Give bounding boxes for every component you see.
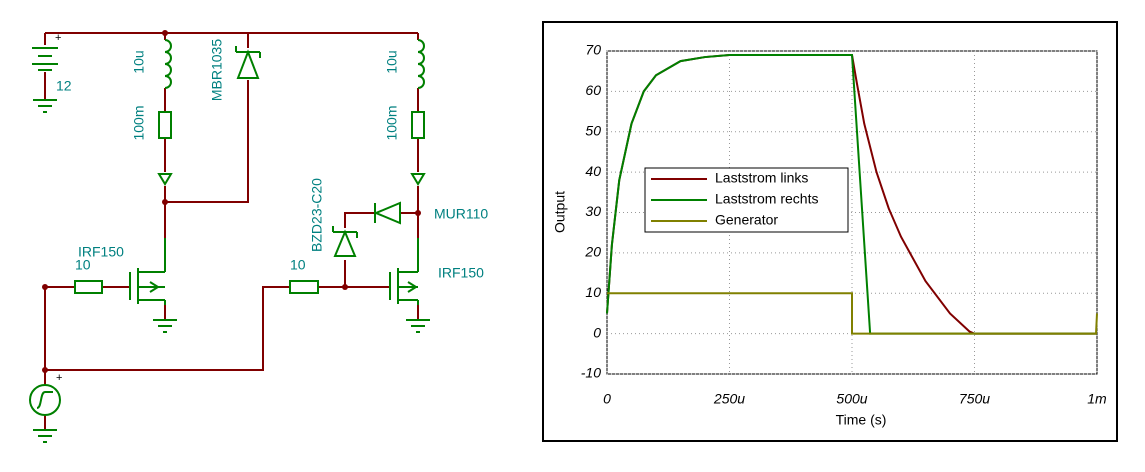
- node: [342, 284, 348, 290]
- y-tick-label: 70: [585, 42, 601, 58]
- x-tick-label: 500u: [836, 391, 867, 407]
- x-tick-label: 0: [603, 391, 611, 407]
- label: +: [55, 32, 61, 44]
- label: MBR1035: [209, 39, 225, 101]
- node: [162, 30, 168, 36]
- label: 10: [290, 257, 306, 273]
- label: IRF150: [438, 265, 484, 281]
- x-tick-label: 1m: [1087, 391, 1107, 407]
- series-line: [607, 292, 1098, 335]
- x-axis-label: Time (s): [836, 412, 887, 428]
- label: 10u: [384, 50, 400, 73]
- label: 10u: [131, 50, 147, 73]
- node: [42, 367, 48, 373]
- label: 100m: [384, 105, 400, 140]
- label: 10: [75, 257, 91, 273]
- y-tick-label: 50: [585, 122, 601, 138]
- x-tick-label: 750u: [959, 391, 990, 407]
- series-line: [606, 54, 1097, 335]
- label: MUR110: [434, 206, 488, 222]
- wires: [44, 32, 419, 430]
- x-tick-label: 250u: [713, 391, 745, 407]
- label: 100m: [131, 105, 147, 140]
- y-tick-label: 0: [593, 324, 601, 340]
- label: 12: [56, 78, 72, 94]
- legend-label: Laststrom rechts: [715, 191, 818, 207]
- node: [415, 210, 421, 216]
- legend-label: Laststrom links: [715, 170, 808, 186]
- legend-label: Generator: [715, 212, 778, 228]
- label: BZD23-C20: [309, 178, 325, 252]
- node: [42, 284, 48, 290]
- y-tick-label: 10: [585, 284, 601, 300]
- y-tick-label: 40: [585, 163, 601, 179]
- node: [162, 199, 168, 205]
- y-tick-label: 60: [585, 82, 601, 98]
- y-tick-label: 20: [584, 244, 601, 260]
- label: IRF150: [78, 244, 124, 260]
- schematic: + 12 10u 100m MBR1035 10u 100m BZD23-C20…: [29, 30, 488, 443]
- y-tick-label: 30: [585, 203, 601, 219]
- y-tick-label: -10: [581, 365, 601, 381]
- label: +: [56, 372, 62, 384]
- y-axis-label: Output: [552, 191, 568, 233]
- symbols: [29, 39, 430, 443]
